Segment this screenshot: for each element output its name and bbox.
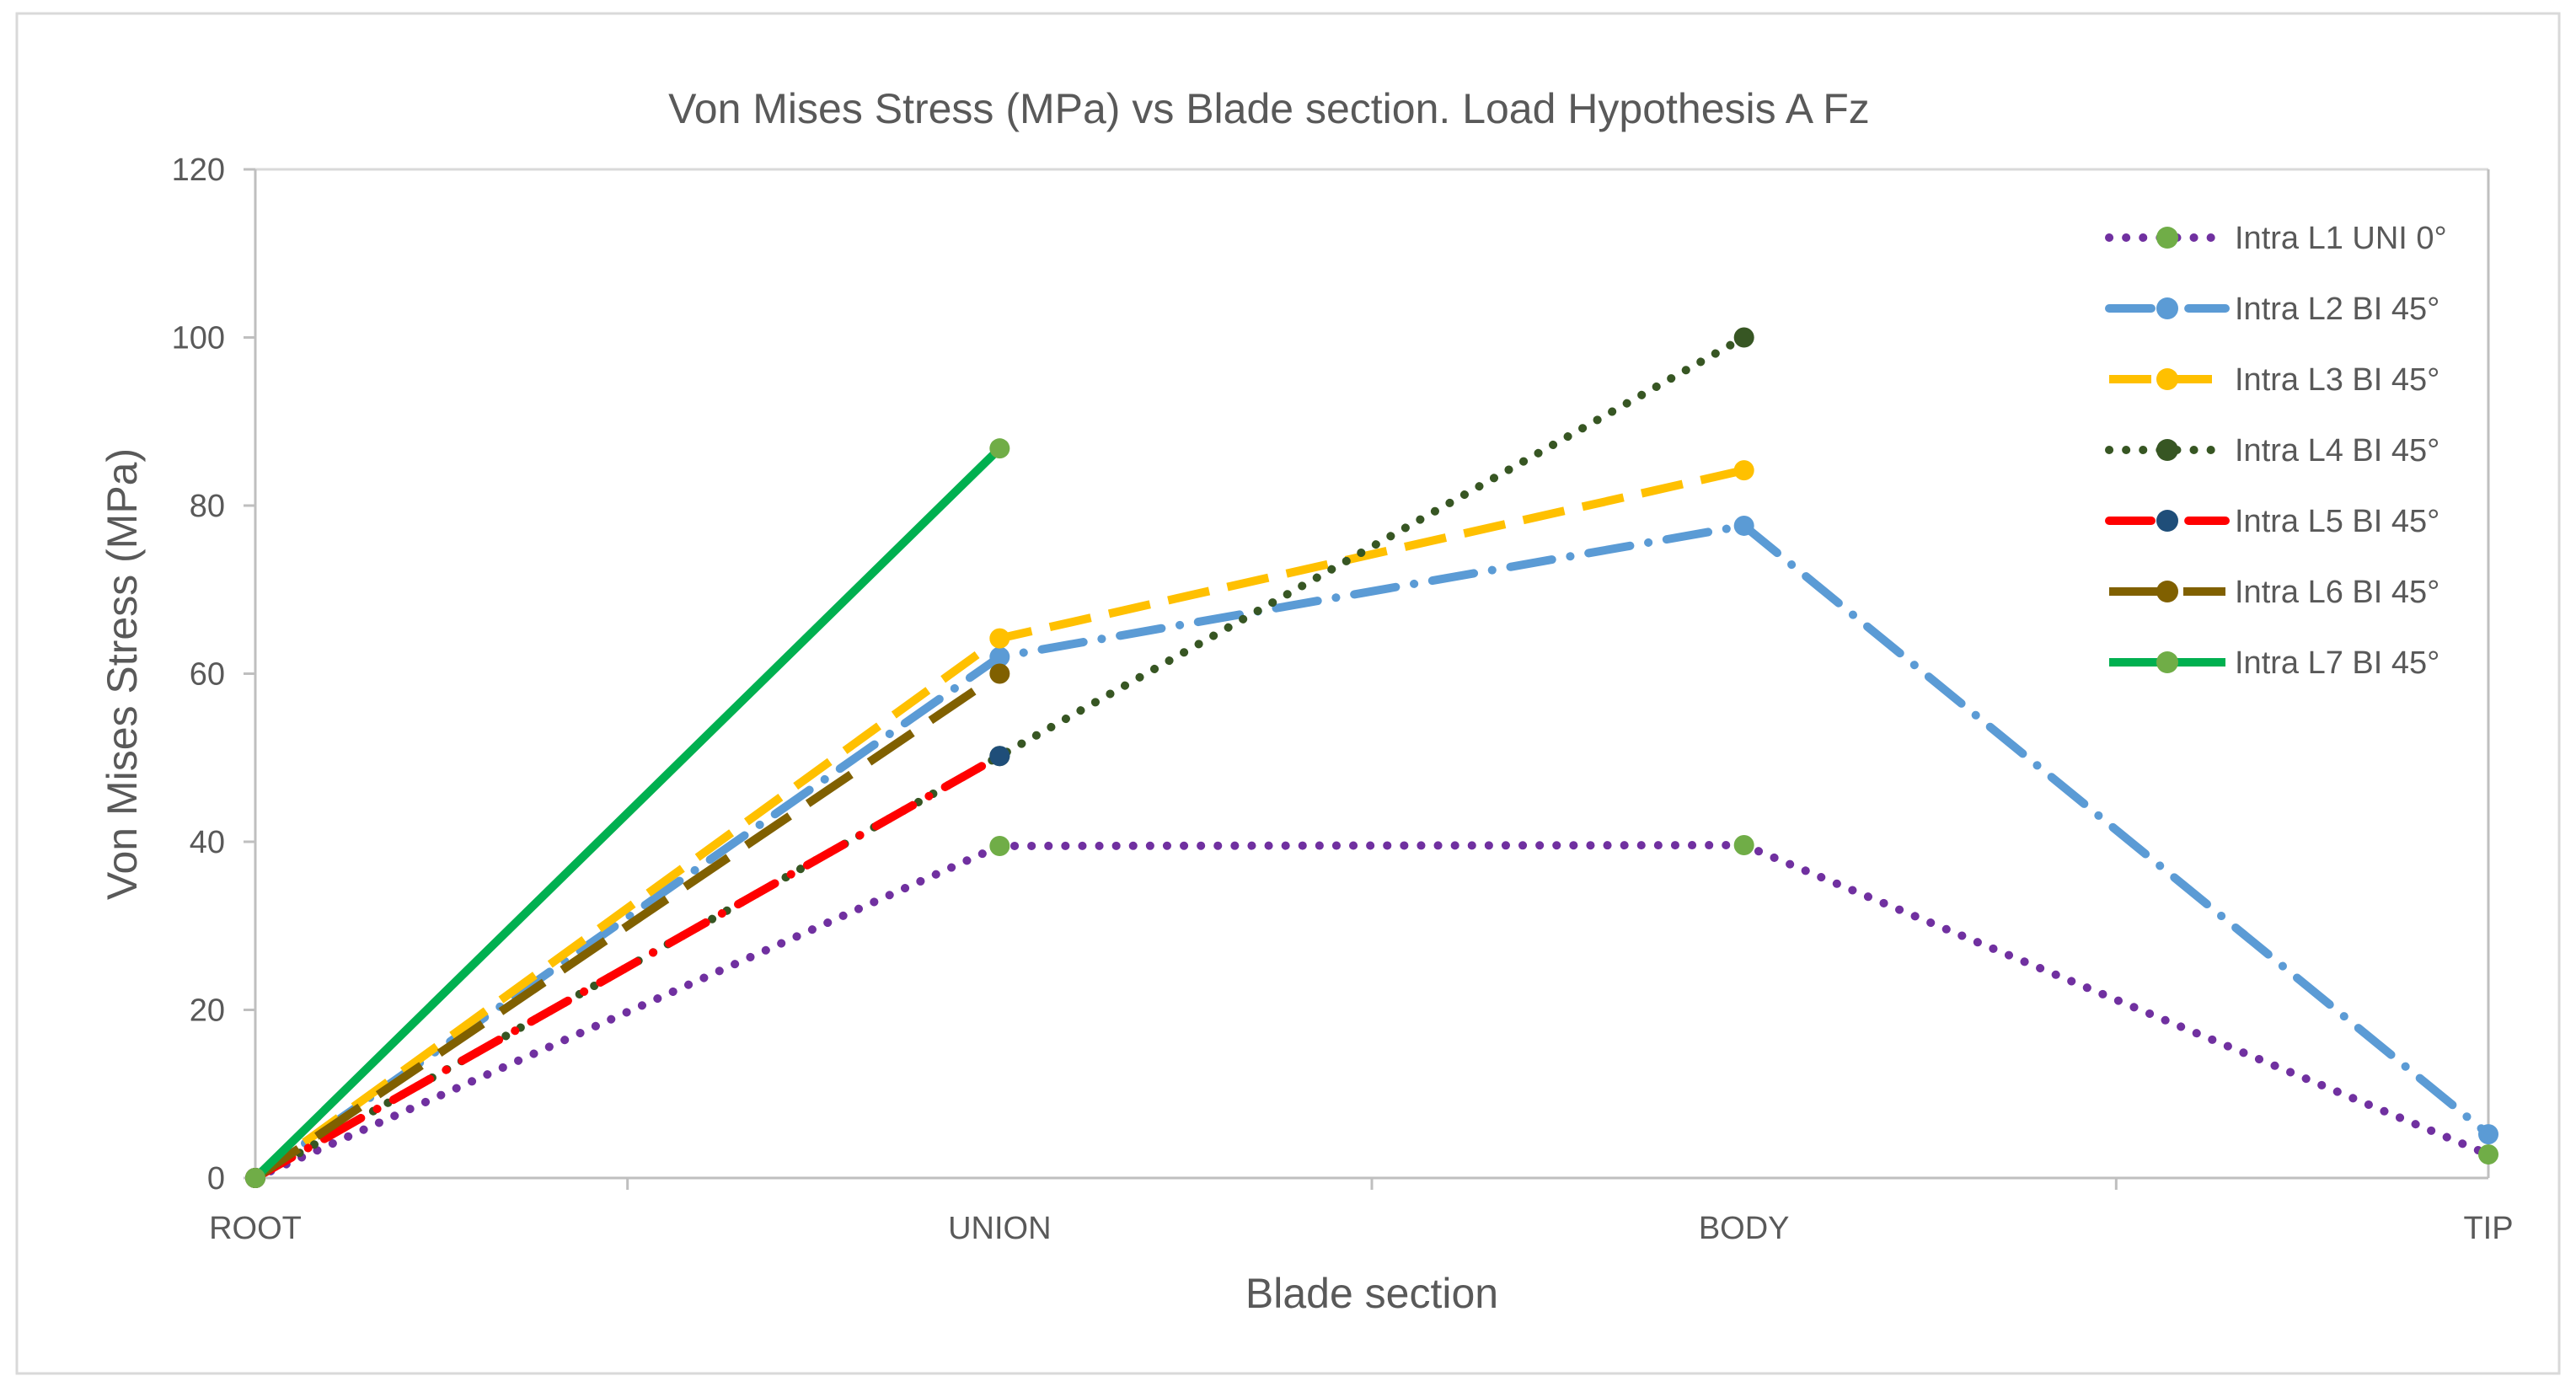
legend-swatch-marker-6 (2156, 581, 2178, 602)
data-point-series-7 (989, 438, 1010, 459)
data-point-series-1 (2478, 1144, 2498, 1165)
data-point-series-1 (1733, 834, 1754, 855)
x-tick-label: ROOT (209, 1211, 302, 1246)
legend-label-4: Intra L4 BI 45° (2235, 433, 2439, 468)
x-tick-label: BODY (1699, 1211, 1790, 1246)
x-axis-label: Blade section (1245, 1270, 1498, 1317)
legend-label-5: Intra L5 BI 45° (2235, 504, 2439, 539)
chart-frame (15, 12, 2561, 1375)
legend-swatch-marker-5 (2156, 510, 2178, 532)
legend-label-3: Intra L3 BI 45° (2235, 362, 2439, 398)
series-line-6 (253, 670, 1003, 1182)
data-point-series-4 (1733, 327, 1754, 348)
y-tick-label: 0 (207, 1161, 225, 1197)
y-tick-label: 40 (190, 825, 225, 860)
x-tick-label: TIP (2463, 1211, 2513, 1246)
y-tick-label: 20 (190, 993, 225, 1029)
plot-area: 0 20 40 60 80 100 120 ROOT UNION BODY TIP (172, 153, 2514, 1246)
data-point-series-1 (989, 835, 1010, 856)
x-tick-label: UNION (948, 1211, 1051, 1246)
legend-swatch-marker-7 (2156, 651, 2178, 673)
chart-title: Von Mises Stress (MPa) vs Blade section.… (668, 85, 1870, 132)
legend-swatch-marker-1 (2156, 227, 2178, 249)
data-point-series-2 (2478, 1124, 2498, 1145)
series-line-7 (252, 445, 1003, 1181)
y-tick-label: 80 (190, 489, 225, 524)
y-tick-label: 100 (172, 321, 225, 356)
legend-label-6: Intra L6 BI 45° (2235, 575, 2439, 610)
data-point-series-5 (989, 746, 1010, 767)
series-line-2 (251, 521, 2493, 1182)
y-tick-label: 60 (190, 657, 225, 693)
data-point-series-7 (245, 1168, 265, 1188)
legend-label-7: Intra L7 BI 45° (2235, 645, 2439, 681)
data-point-series-3 (989, 628, 1010, 649)
data-point-series-2 (1733, 515, 1754, 536)
legend: Intra L1 UNI 0° Intra L2 BI 45° Intra L3 B… (2105, 221, 2447, 681)
series-line-5 (251, 752, 1004, 1182)
legend-swatch-marker-3 (2156, 368, 2178, 390)
y-axis-label: Von Mises Stress (MPa) (99, 448, 146, 900)
legend-swatch-marker-4 (2156, 439, 2178, 461)
legend-label-2: Intra L2 BI 45° (2235, 292, 2439, 327)
legend-label-1: Intra L1 UNI 0° (2235, 221, 2447, 256)
data-point-series-2 (989, 646, 1010, 667)
data-point-series-3 (1733, 460, 1754, 481)
legend-swatch-marker-2 (2156, 297, 2178, 319)
data-point-series-6 (989, 663, 1010, 684)
y-tick-label: 120 (172, 153, 225, 188)
series-line-1 (251, 840, 2493, 1182)
series-line-4 (251, 333, 1749, 1182)
